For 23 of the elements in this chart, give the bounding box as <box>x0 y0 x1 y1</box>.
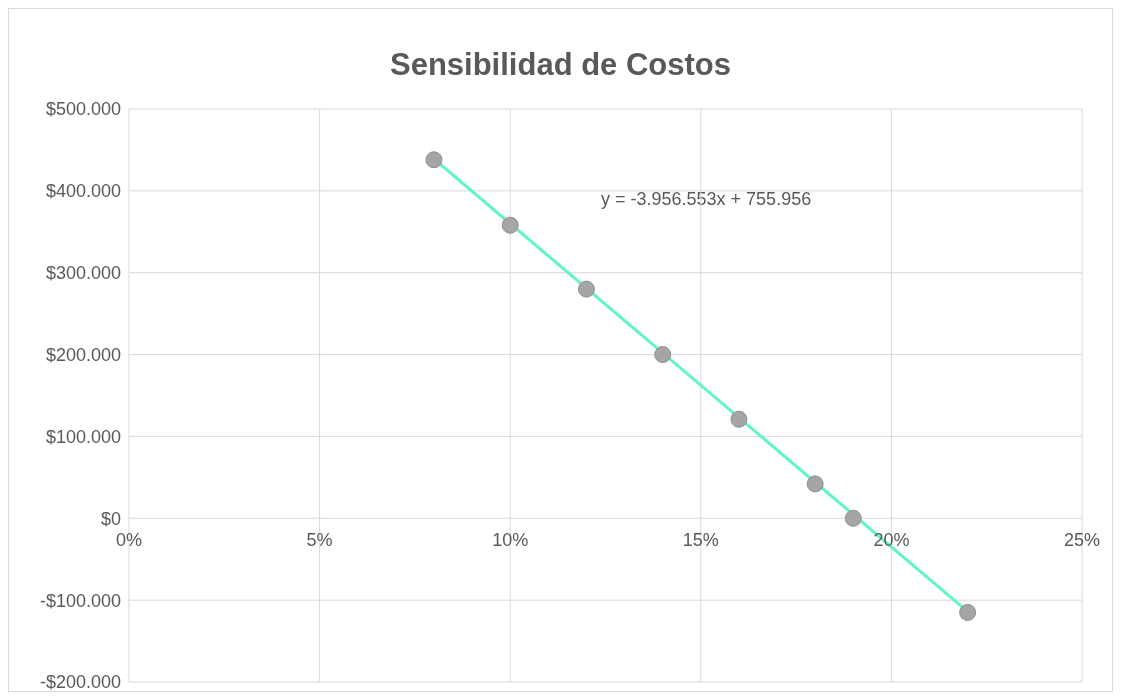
point <box>425 151 443 169</box>
x-tick-label: 10% <box>492 530 529 551</box>
point <box>577 280 595 298</box>
y-tick-label: $0 <box>100 508 121 529</box>
y-tick-label: -$200.000 <box>39 672 121 693</box>
y-tick-label: $300.000 <box>45 263 121 284</box>
y-tick-label: $100.000 <box>45 426 121 447</box>
chart-title: Sensibilidad de Costos <box>388 47 733 83</box>
point <box>959 603 977 621</box>
y-tick-label: $200.000 <box>45 344 121 365</box>
x-tick-label: 5% <box>306 530 333 551</box>
x-tick-label: 25% <box>1063 530 1101 551</box>
y-tick-label: $400.000 <box>45 181 121 202</box>
x-tick-label: 15% <box>682 530 719 551</box>
point <box>844 509 862 527</box>
point <box>654 346 672 364</box>
annotation: y = -3.956.553x + 755.956 <box>601 189 812 210</box>
y-tick-label: $500.000 <box>45 99 121 120</box>
y-tick-label: -$100.000 <box>39 590 121 611</box>
point <box>806 475 824 493</box>
x-tick-label: 0% <box>115 530 143 551</box>
point <box>501 216 519 234</box>
point <box>730 410 748 428</box>
